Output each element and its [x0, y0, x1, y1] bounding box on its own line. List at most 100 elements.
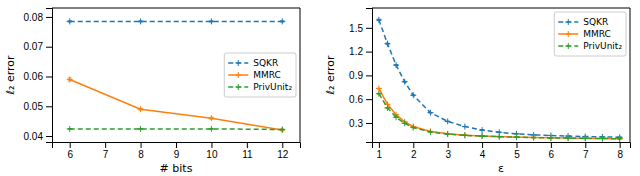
marker	[138, 106, 144, 112]
marker	[393, 114, 399, 120]
marker	[208, 115, 214, 121]
tick: 0.08	[24, 12, 52, 23]
tick-label: 4	[480, 149, 486, 160]
legend-label: MMRC	[253, 70, 281, 80]
marker	[67, 126, 73, 132]
tick-label: 9	[174, 149, 180, 160]
tick-label: 0.05	[24, 101, 44, 112]
marker	[617, 136, 623, 142]
x-axis-title: ε	[498, 162, 504, 175]
tick: 11	[242, 142, 253, 160]
marker	[67, 18, 73, 24]
plot-area	[67, 18, 286, 133]
tick: 1.5	[349, 23, 372, 34]
marker	[138, 18, 144, 24]
series	[376, 85, 623, 141]
legend-marker	[235, 84, 241, 90]
tick: 6	[549, 142, 555, 160]
marker	[445, 131, 451, 137]
tick: 7	[103, 142, 109, 160]
tick: 4	[480, 142, 486, 160]
legend-marker	[235, 72, 241, 78]
marker	[208, 18, 214, 24]
tick: 1.2	[349, 46, 372, 57]
tick-mark	[46, 17, 52, 18]
marker	[462, 132, 468, 138]
tick-mark	[413, 142, 414, 148]
marker	[565, 135, 571, 141]
tick-label: 0.3	[349, 118, 363, 129]
tick-mark	[366, 75, 372, 76]
tick-label: 1	[377, 149, 383, 160]
tick-mark	[46, 76, 52, 77]
x-axis: 12345678	[373, 142, 631, 160]
marker	[427, 110, 433, 116]
marker	[479, 127, 485, 133]
marker	[393, 62, 399, 68]
marker	[376, 85, 382, 91]
marker	[427, 129, 433, 135]
marker	[384, 41, 390, 47]
tick-mark	[70, 142, 71, 148]
legend-marker	[565, 19, 571, 25]
marker	[376, 91, 382, 97]
series-line	[70, 128, 283, 130]
tick-label: 7	[583, 149, 589, 160]
tick-label: 0.06	[24, 71, 44, 82]
legend-item: PrivUnit₂	[228, 82, 292, 92]
tick-mark	[516, 142, 517, 148]
plot-area	[376, 17, 623, 142]
series-line	[379, 88, 620, 138]
marker	[384, 105, 390, 111]
marker	[138, 126, 144, 132]
marker	[445, 118, 451, 124]
y-axis-title: ℓ₂ error	[324, 55, 337, 96]
tick: 0.06	[24, 71, 52, 82]
marker	[279, 126, 285, 132]
tick: 10	[206, 142, 218, 160]
marker	[617, 136, 623, 142]
series	[376, 91, 623, 142]
marker	[402, 120, 408, 126]
tick-label: 6	[549, 149, 555, 160]
series-line	[379, 20, 620, 137]
tick: 3	[445, 142, 451, 160]
series	[376, 17, 623, 140]
tick-mark	[585, 142, 586, 148]
marker	[599, 136, 605, 142]
tick-label: 0.6	[349, 94, 363, 105]
legend: SQKRMMRCPrivUnit₂	[224, 53, 296, 97]
tick-mark	[105, 142, 106, 148]
tick-mark	[46, 136, 52, 137]
marker	[531, 134, 537, 140]
panel: 67891011120.040.050.060.070.08# bitsℓ₂ e…	[4, 8, 301, 175]
legend: SQKRMMRCPrivUnit₂	[554, 12, 626, 56]
legend-label: MMRC	[583, 29, 611, 39]
marker	[427, 128, 433, 134]
marker	[599, 135, 605, 141]
tick: 9	[174, 142, 180, 160]
tick-label: 1.5	[349, 23, 363, 34]
legend-label: PrivUnit₂	[253, 82, 292, 92]
series	[67, 126, 286, 133]
tick-label: 8	[617, 149, 623, 160]
tick-label: 8	[138, 149, 144, 160]
tick-mark	[366, 52, 372, 53]
marker	[582, 135, 588, 141]
tick: 12	[277, 142, 289, 160]
legend-marker	[565, 31, 571, 37]
tick-mark	[46, 47, 52, 48]
frame	[300, 8, 301, 142]
tick: 2	[411, 142, 417, 160]
series	[67, 18, 286, 24]
marker	[376, 17, 382, 23]
marker	[496, 134, 502, 140]
marker	[496, 134, 502, 140]
tick-mark	[282, 142, 283, 148]
tick: 6	[67, 142, 73, 160]
marker	[402, 79, 408, 85]
legend-item: PrivUnit₂	[558, 41, 622, 51]
y-axis-title: ℓ₂ error	[4, 55, 17, 96]
tick-label: 1.2	[349, 46, 363, 57]
marker	[548, 135, 554, 141]
